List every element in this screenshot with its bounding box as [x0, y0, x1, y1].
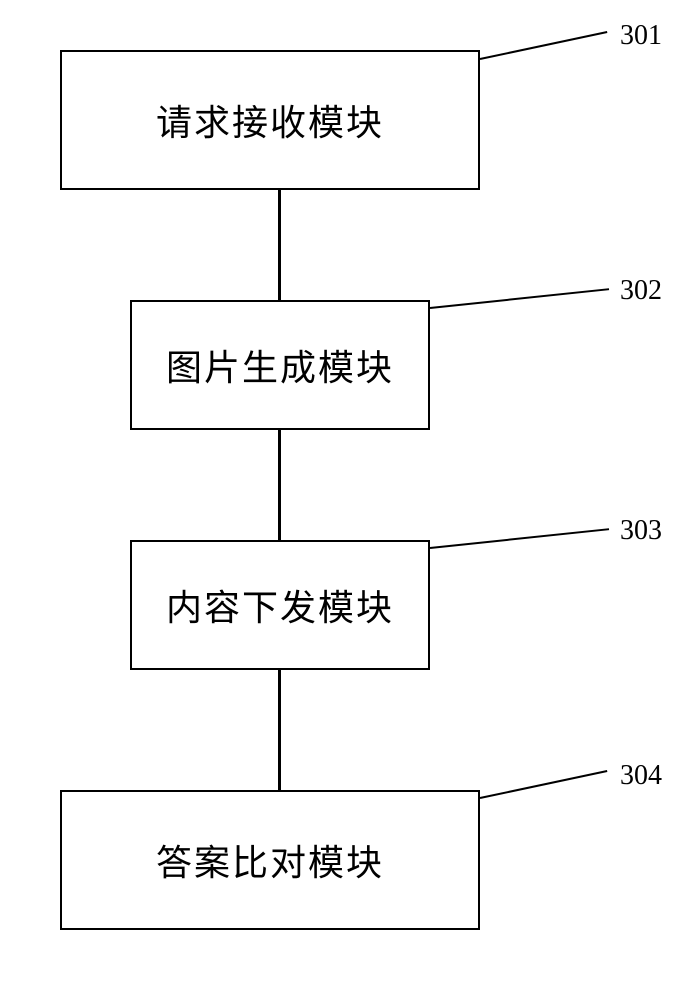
module-box-2: 图片生成模块	[130, 300, 430, 430]
callout-num-3: 303	[620, 515, 662, 547]
connector-2-3	[278, 430, 281, 540]
callout-line-3	[430, 528, 609, 549]
module-label-2: 图片生成模块	[166, 339, 394, 391]
callout-line-4	[480, 770, 608, 799]
module-box-4: 答案比对模块	[60, 790, 480, 930]
connector-3-4	[278, 670, 281, 790]
connector-1-2	[278, 190, 281, 300]
module-label-4: 答案比对模块	[156, 834, 384, 886]
module-box-1: 请求接收模块	[60, 50, 480, 190]
module-box-3: 内容下发模块	[130, 540, 430, 670]
module-label-1: 请求接收模块	[156, 94, 384, 146]
callout-num-4: 304	[620, 760, 662, 792]
callout-line-2	[430, 288, 609, 309]
callout-num-2: 302	[620, 275, 662, 307]
flowchart-container: 请求接收模块 301 图片生成模块 302 内容下发模块 303 答案比对模块 …	[0, 0, 682, 1000]
callout-num-1: 301	[620, 20, 662, 52]
module-label-3: 内容下发模块	[166, 579, 394, 631]
callout-line-1	[480, 31, 608, 60]
